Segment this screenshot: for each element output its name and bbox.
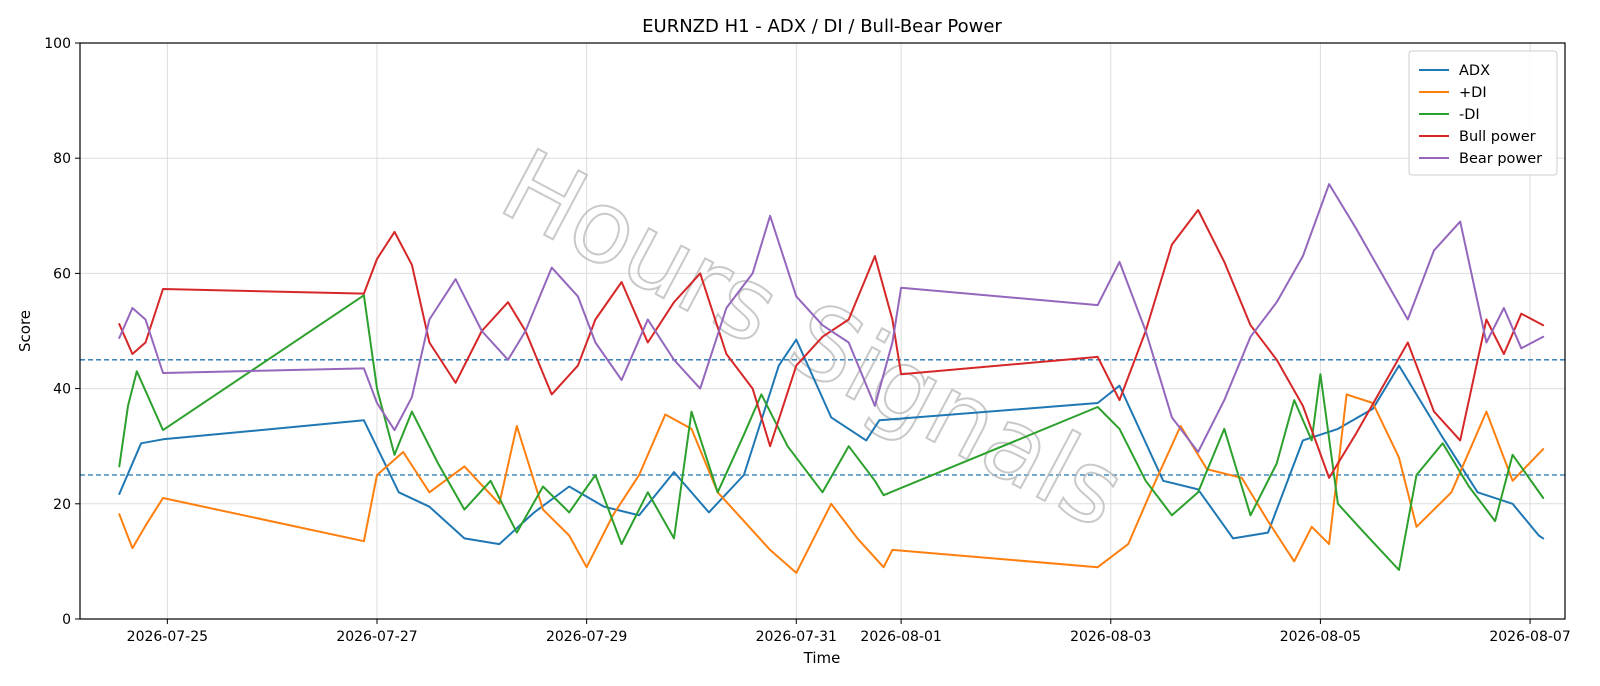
x-tick-label: 2026-08-07 (1489, 629, 1570, 645)
legend-label: Bull power (1459, 129, 1536, 145)
y-tick-label: 0 (62, 612, 71, 628)
x-tick-label: 2026-07-31 (756, 629, 837, 645)
series-line-bear-power (118, 183, 1545, 453)
series-line-di (118, 393, 1545, 574)
x-tick-label: 2026-08-01 (860, 629, 941, 645)
y-tick-label: 20 (53, 497, 71, 513)
legend-label: Bear power (1459, 151, 1542, 167)
plot-frame (79, 42, 1566, 620)
grid (80, 42, 1565, 620)
y-tick-label: 100 (44, 36, 71, 52)
legend-box (1408, 50, 1558, 176)
legend-label: -DI (1459, 107, 1480, 123)
x-tick-label: 2026-08-05 (1280, 629, 1361, 645)
y-tick-label: 40 (53, 382, 71, 398)
y-axis-title: Score (16, 310, 34, 352)
x-tick-label: 2026-07-25 (127, 629, 208, 645)
axes: 0 20 40 60 80 100 2026-07-25 2026-07-27 2026-07-… (44, 36, 1570, 645)
series-line-adx (118, 338, 1545, 546)
x-tick-label: 2026-07-29 (546, 629, 627, 645)
legend: ADX +DI -DI Bull power Bear power (1408, 50, 1558, 176)
legend-label: ADX (1459, 63, 1490, 79)
x-tick-label: 2026-07-27 (336, 629, 417, 645)
series-line-di (118, 294, 1545, 571)
y-tick-label: 60 (53, 266, 71, 282)
chart-title: EURNZD H1 - ADX / DI / Bull-Bear Power (642, 16, 1002, 37)
y-tick-label: 80 (53, 151, 71, 167)
x-axis-title: Time (803, 649, 841, 667)
series-lines (118, 183, 1545, 574)
legend-label: +DI (1459, 85, 1487, 101)
x-tick-label: 2026-08-03 (1070, 629, 1151, 645)
